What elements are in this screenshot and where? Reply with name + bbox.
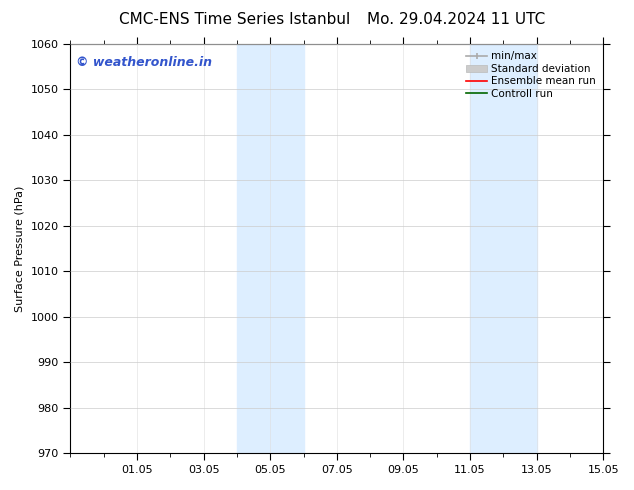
Bar: [470, 44, 536, 453]
Text: Mo. 29.04.2024 11 UTC: Mo. 29.04.2024 11 UTC: [367, 12, 546, 27]
Legend: min/max, Standard deviation, Ensemble mean run, Controll run: min/max, Standard deviation, Ensemble me…: [464, 49, 598, 101]
Bar: [237, 44, 304, 453]
Text: CMC-ENS Time Series Istanbul: CMC-ENS Time Series Istanbul: [119, 12, 350, 27]
Text: © weatheronline.in: © weatheronline.in: [76, 56, 212, 69]
Y-axis label: Surface Pressure (hPa): Surface Pressure (hPa): [15, 185, 25, 312]
